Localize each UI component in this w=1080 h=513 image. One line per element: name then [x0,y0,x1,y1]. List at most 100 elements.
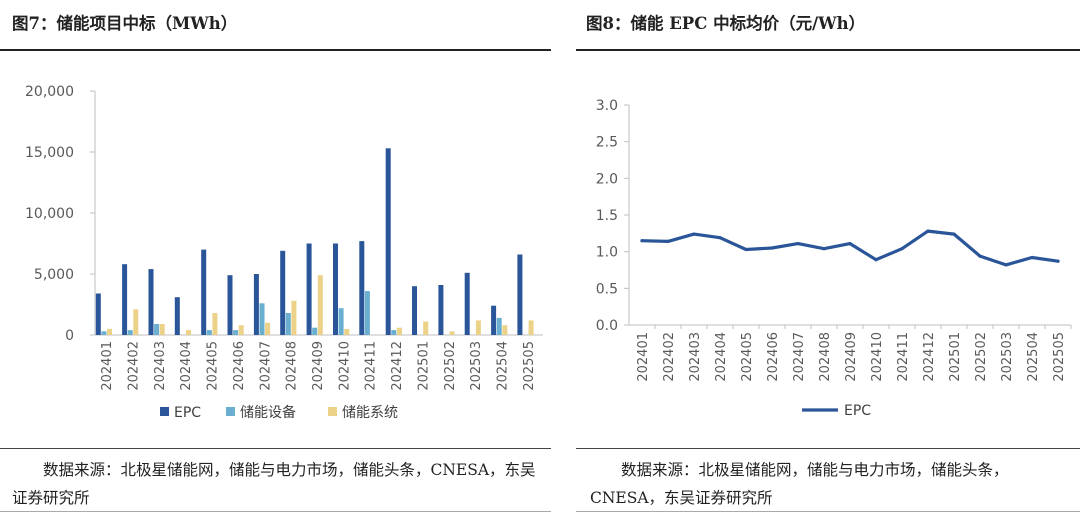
bar-equipment-202409 [312,327,318,335]
x-tick-label: 202409 [844,332,859,382]
x-tick-label: 202403 [153,341,168,391]
title-rule [0,49,551,51]
x-tick-label: 202501 [948,332,963,382]
title-rule [576,49,1080,51]
bar-epc-202502 [438,285,444,335]
legend-swatch-1 [226,407,235,416]
bottom-rule [0,511,551,512]
bar-system-202407 [265,322,271,335]
data-point-202406 [770,246,774,250]
data-point-202402 [666,239,670,243]
bar-system-202503 [475,320,481,335]
x-tick-label: 202502 [974,332,989,382]
x-tick-label: 202406 [766,332,781,382]
x-tick-label: 202412 [922,332,937,382]
bar-epc-202501 [412,286,417,335]
x-tick-label: 202405 [206,341,221,391]
figure-7-title: 图7：储能项目中标（MWh） [12,14,238,33]
bar-equipment-202407 [259,303,265,335]
source-note: 数据来源：北极星储能网，储能与电力市场，储能头条，CNESA，东吴证券研究所 [590,461,1009,507]
x-tick-label: 202503 [1000,332,1015,382]
source-rule [0,448,551,449]
y-tick-label: 20,000 [25,84,74,100]
legend-swatch-0 [160,407,169,416]
bar-system-202408 [291,300,297,335]
data-point-202412 [926,229,930,233]
source-rule [576,448,1080,449]
x-tick-label: 202410 [337,341,352,391]
y-tick-label: 15,000 [25,145,74,161]
bar-epc-202504 [491,305,497,335]
bar-equipment-202401 [101,331,107,335]
legend-label-0: EPC [174,405,201,421]
bar-epc-202405 [201,249,207,335]
bar-system-202404 [186,330,191,335]
x-tick-label: 202504 [1026,332,1041,382]
data-point-202408 [822,247,826,251]
x-tick-label: 202411 [364,341,379,391]
x-tick-label: 202402 [127,341,142,391]
bar-equipment-202412 [391,330,397,335]
y-tick-label: 2.5 [596,135,618,151]
bar-epc-202505 [517,254,523,335]
bar-system-202410 [344,328,350,335]
bar-chart-panel: 图7：储能项目中标（MWh） 0 5,000 10,000 15,000 20,000 2… [0,14,551,512]
data-point-202401 [640,239,644,243]
bar-epc-202401 [95,293,101,335]
bar-equipment-202411 [364,291,370,335]
y-tick-label: 0 [65,328,74,344]
bar-system-202504 [502,325,508,335]
data-point-202405 [744,247,748,252]
bar-equipment-202406 [233,330,239,335]
bar-epc-202407 [253,274,259,335]
bar-chart: 0 5,000 10,000 15,000 20,000 202401 202402 2024… [25,84,543,421]
bar-epc-202404 [174,297,180,335]
bar-equipment-202504 [496,317,502,335]
x-tick-label: 202404 [179,341,194,391]
bar-epc-202403 [148,269,154,335]
data-point-202403 [692,232,696,236]
data-point-202503 [1004,263,1008,267]
bar-equipment-202405 [206,330,212,335]
data-point-202404 [718,236,722,240]
bar-system-202406 [238,325,244,335]
bar-equipment-202402 [127,330,133,335]
x-tick-label: 202409 [311,341,326,391]
data-point-202407 [796,242,800,246]
x-tick-label: 202403 [688,332,703,382]
x-tick-label: 202407 [258,341,273,391]
y-tick-label: 5,000 [34,267,74,283]
series-line-epc [640,229,1060,267]
data-point-202411 [900,247,904,251]
bar-system-202405 [212,313,218,335]
x-tick-label: 202401 [100,341,115,391]
x-tick-label: 202504 [495,341,510,391]
x-tick-label: 202410 [870,332,885,382]
source-note: 数据来源：北极星储能网，储能与电力市场，储能头条，CNESA，东吴证券研究所 [12,461,536,507]
x-tick-label: 202407 [792,332,807,382]
line-chart: 0.0 0.5 1.0 1.5 2.0 2.5 3.0 202401 202402 202403 2… [596,98,1072,419]
legend-label-epc: EPC [844,403,871,419]
legend-swatch-2 [328,407,337,416]
x-tick-label: 202502 [443,341,458,391]
bar-epc-202409 [306,243,312,335]
y-tick-label: 2.0 [596,171,618,187]
data-point-202502 [978,254,982,258]
data-point-202501 [952,232,956,236]
bar-epc-202402 [122,264,128,335]
bar-system-202401 [107,328,112,335]
x-tick-label: 202408 [818,332,833,382]
bar-epc-202411 [359,241,365,335]
bar-epc-202408 [280,250,286,335]
bar-equipment-202403 [154,324,160,335]
x-tick-label: 202405 [740,332,755,382]
x-tick-label: 202501 [416,341,431,391]
x-tick-label: 202402 [662,332,677,382]
bar-epc-202410 [333,243,338,335]
data-point-202410 [874,258,878,262]
x-tick-label: 202411 [896,332,911,382]
y-tick-label: 0.5 [596,281,618,297]
bar-epc-202412 [385,148,391,335]
bar-system-202402 [133,309,139,335]
bar-system-202409 [317,275,323,335]
